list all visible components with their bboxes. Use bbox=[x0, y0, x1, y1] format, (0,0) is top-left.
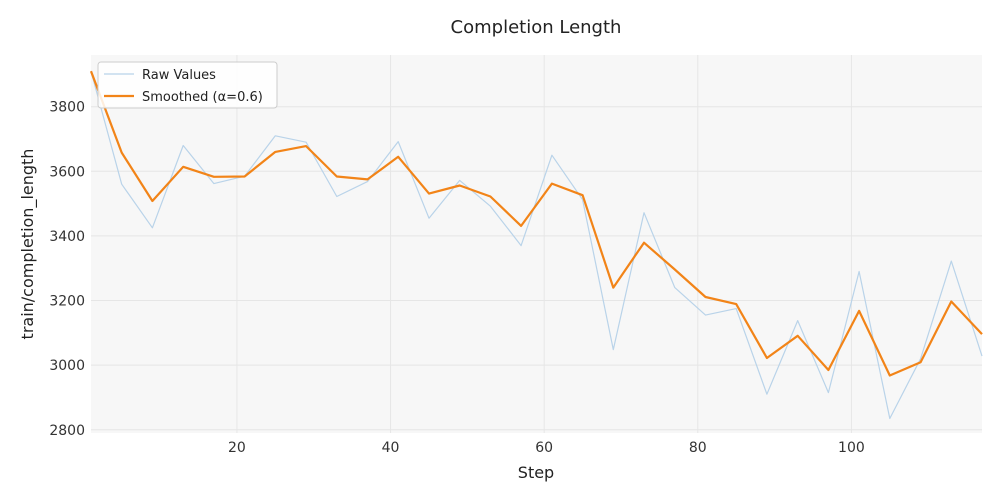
series-line-smoothed bbox=[89, 70, 983, 377]
y-tick-label: 2800 bbox=[49, 423, 85, 439]
x-tick-label: 60 bbox=[535, 440, 553, 456]
x-tick-label: 100 bbox=[838, 440, 865, 456]
plot-background bbox=[91, 55, 982, 433]
legend-label-raw-values: Raw Values bbox=[142, 68, 216, 83]
y-tick-label: 3400 bbox=[49, 229, 85, 245]
legend-label-smoothed: Smoothed (α=0.6) bbox=[142, 90, 263, 105]
y-tick-label: 3800 bbox=[49, 100, 85, 116]
y-tick-label: 3000 bbox=[49, 358, 85, 374]
y-tick-label: 3600 bbox=[49, 164, 85, 180]
legend-box bbox=[97, 61, 278, 109]
x-tick-label: 80 bbox=[689, 440, 707, 456]
legend: Raw Values Smoothed (α=0.6) bbox=[97, 61, 278, 109]
ticks: 2800 3000 3200 3400 3600 3800 20 40 60 80 100 bbox=[49, 100, 864, 456]
series-layer bbox=[89, 70, 983, 420]
y-tick-label: 3200 bbox=[49, 294, 85, 310]
x-axis-label: Step bbox=[518, 463, 554, 482]
y-axis-label: train/completion_length bbox=[18, 149, 38, 340]
x-tick-label: 40 bbox=[382, 440, 400, 456]
x-tick-label: 20 bbox=[228, 440, 246, 456]
chart-title: Completion Length bbox=[451, 17, 622, 38]
